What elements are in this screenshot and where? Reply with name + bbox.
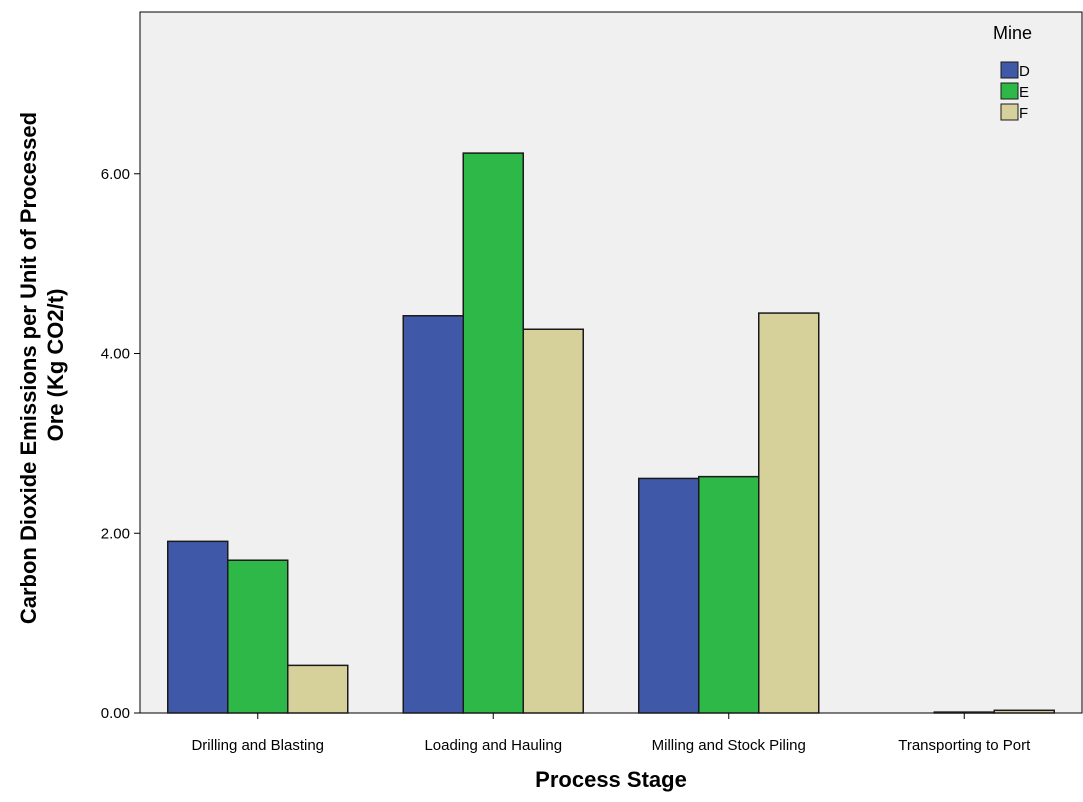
legend-swatch-f bbox=[1000, 103, 1019, 121]
y-axis-title-line-1: Carbon Dioxide Emissions per Unit of Pro… bbox=[16, 112, 41, 624]
legend-swatch-e bbox=[1000, 82, 1019, 100]
bar-e-4 bbox=[933, 711, 995, 714]
y-tick-label: 4.00 bbox=[101, 346, 130, 363]
legend-label-d: D bbox=[1019, 63, 1030, 80]
y-tick-label: 0.00 bbox=[101, 705, 130, 722]
x-axis-title: Process Stage bbox=[535, 767, 687, 792]
y-axis: 0.00 2.00 4.00 6.00 bbox=[101, 166, 140, 722]
legend-label-e: E bbox=[1019, 84, 1029, 101]
y-axis-title: Carbon Dioxide Emissions per Unit of Pro… bbox=[16, 106, 68, 624]
x-tick-label: Transporting to Port bbox=[898, 737, 1031, 754]
x-tick-label: Milling and Stock Piling bbox=[652, 737, 806, 754]
y-tick-label: 2.00 bbox=[101, 525, 130, 542]
x-tick-label: Loading and Hauling bbox=[424, 737, 562, 754]
bar-d-2 bbox=[402, 315, 464, 714]
plot-area bbox=[139, 11, 1083, 714]
y-tick-label: 6.00 bbox=[101, 166, 130, 183]
bar-e-3 bbox=[698, 475, 760, 714]
bar-f-4 bbox=[993, 709, 1055, 714]
bar-e-2 bbox=[462, 152, 524, 714]
y-axis-title-line-2: Ore (Kg CO2/t) bbox=[43, 289, 68, 442]
bar-e-1 bbox=[227, 559, 289, 714]
bars-group bbox=[167, 152, 1055, 714]
bar-d-3 bbox=[638, 477, 700, 714]
legend-title: Mine bbox=[993, 23, 1032, 43]
bar-f-1 bbox=[287, 664, 349, 714]
x-tick-label: Drilling and Blasting bbox=[191, 737, 324, 754]
legend-swatch-d bbox=[1000, 61, 1019, 79]
legend: Mine DEF bbox=[993, 23, 1032, 122]
legend-label-f: F bbox=[1019, 105, 1028, 122]
x-axis: Drilling and Blasting Loading and Hauling… bbox=[191, 713, 1031, 754]
bar-f-3 bbox=[758, 312, 820, 714]
bar-f-2 bbox=[522, 328, 584, 714]
bar-d-1 bbox=[167, 540, 229, 714]
